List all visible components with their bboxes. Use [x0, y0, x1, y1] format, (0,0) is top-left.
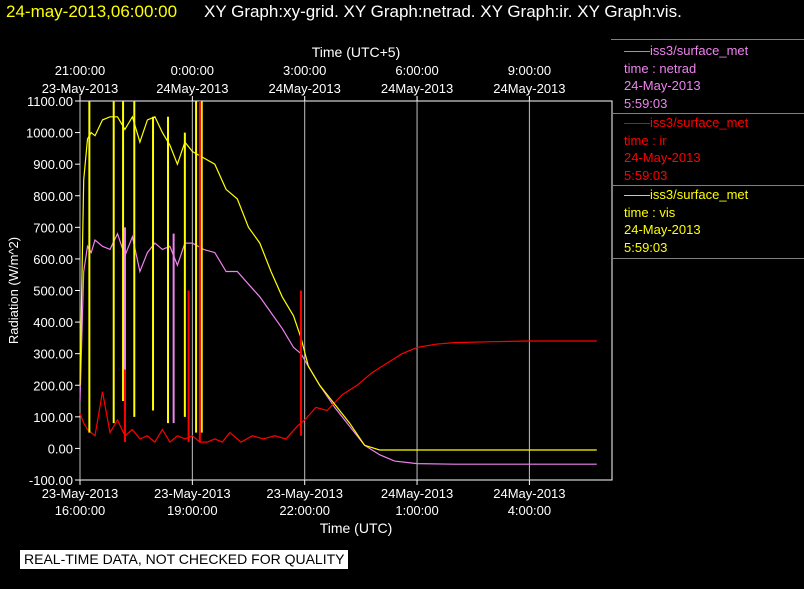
y-tick-label: 700.00: [33, 220, 73, 235]
legend-entry-ir: ——iss3/surface_met time : ir 24-May-2013…: [624, 114, 748, 184]
x-tick-label-date: 23-May-2013: [42, 486, 119, 501]
x-top-tick-label-date: 24May-2013: [493, 81, 565, 96]
legend-netrad-date: 24-May-2013: [624, 78, 701, 93]
y-axis-label: Radiation (W/m^2): [6, 237, 21, 344]
y-tick-label: 500.00: [33, 284, 73, 299]
quality-disclaimer: REAL-TIME DATA, NOT CHECKED FOR QUALITY: [20, 550, 349, 569]
legend-ir-var: time : ir: [624, 132, 667, 148]
series-line-ir: [79, 340, 597, 444]
x-tick-label-time: 16:00:00: [55, 503, 106, 518]
x-tick-label-time: 22:00:00: [279, 503, 330, 518]
legend-entry-netrad: ——iss3/surface_met time : netrad 24-May-…: [624, 42, 748, 112]
legend-netrad-var: time : netrad: [624, 60, 697, 76]
series-line-vis: [79, 115, 597, 451]
x-tick-label-date: 23-May-2013: [266, 486, 343, 501]
x-axis-label: Time (UTC): [320, 520, 393, 536]
x-top-tick-label-date: 24May-2013: [269, 81, 341, 96]
legend-netrad-source: ——iss3/surface_met: [624, 43, 749, 58]
x-top-tick-label-time: 9:00:00: [508, 63, 551, 78]
legend-vis-source: ——iss3/surface_met: [624, 187, 749, 202]
x-top-tick-label-time: 0:00:00: [171, 63, 214, 78]
x-top-tick-label-date: 24May-2013: [381, 81, 453, 96]
y-tick-label: 600.00: [33, 252, 73, 267]
legend-separator: [611, 258, 804, 259]
legend-ir-date: 24-May-2013: [624, 150, 701, 165]
y-tick-label: -100.00: [29, 473, 73, 488]
legend-ir-source: ——iss3/surface_met: [624, 115, 749, 130]
header-graphs-label: XY Graph:xy-grid. XY Graph:netrad. XY Gr…: [204, 2, 682, 21]
legend-entry-vis: ——iss3/surface_met time : vis 24-May-201…: [624, 186, 748, 256]
y-tick-label: 400.00: [33, 315, 73, 330]
y-tick-label: 1100.00: [27, 94, 73, 109]
x-top-tick-label-date: 24May-2013: [156, 81, 228, 96]
x-tick-label-date: 23-May-2013: [154, 486, 231, 501]
y-tick-label: 200.00: [33, 378, 73, 393]
legend-separator: [611, 39, 804, 40]
x-tick-label-time: 1:00:00: [395, 503, 438, 518]
legend-vis-var: time : vis: [624, 204, 676, 220]
legend-vis-date: 24-May-2013: [624, 222, 701, 237]
plot-frame: [79, 100, 613, 481]
x-tick-label-date: 24May-2013: [381, 486, 453, 501]
x-top-tick-label-time: 3:00:00: [283, 63, 326, 78]
x-axis-label-top: Time (UTC+5): [312, 44, 401, 60]
y-tick-label: 100.00: [33, 410, 73, 425]
x-top-tick-label-date: 23-May-2013: [42, 81, 119, 96]
y-tick-label: 800.00: [33, 189, 73, 204]
legend-separator: [611, 113, 804, 114]
y-tick-label: 0.00: [48, 441, 73, 456]
x-tick-label-date: 24May-2013: [493, 486, 565, 501]
y-tick-label: 300.00: [33, 347, 73, 362]
x-top-tick-label-time: 21:00:00: [55, 63, 106, 78]
header-time-label: 24-may-2013,06:00:00: [6, 2, 178, 21]
legend-vis-time: 5:59:03: [624, 239, 668, 255]
legend-netrad-time: 5:59:03: [624, 95, 668, 111]
legend-separator: [611, 185, 804, 186]
y-tick-label: 1000.00: [26, 126, 73, 141]
x-tick-label-time: 4:00:00: [508, 503, 551, 518]
x-top-tick-label-time: 6:00:00: [395, 63, 438, 78]
y-tick-label: 900.00: [33, 157, 73, 172]
legend-ir-time: 5:59:03: [624, 167, 668, 183]
x-tick-label-time: 19:00:00: [167, 503, 218, 518]
series-line-netrad: [79, 232, 597, 465]
